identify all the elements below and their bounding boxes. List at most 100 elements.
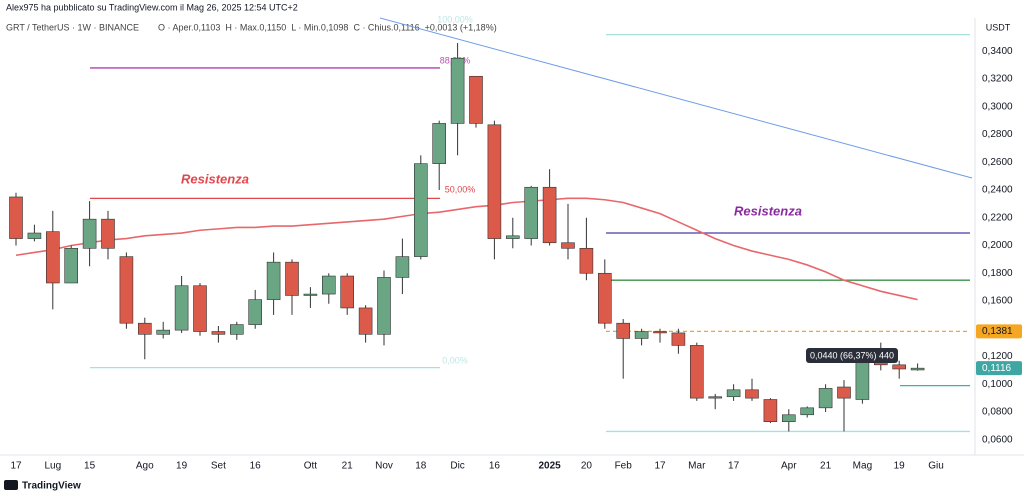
x-tick-label: 16	[250, 461, 262, 472]
candle-body	[82, 218, 97, 249]
x-tick-label: Apr	[781, 461, 797, 472]
candle-body	[837, 386, 851, 399]
x-tick-label: Mag	[853, 461, 872, 472]
candle-body	[413, 163, 428, 257]
candle-body	[745, 389, 759, 399]
y-tick-label: 0,3400	[982, 46, 1013, 57]
candle-body	[487, 124, 502, 239]
x-tick-label: Ago	[136, 461, 154, 472]
candle-body	[266, 261, 281, 300]
x-tick-label: 16	[489, 461, 501, 472]
candle-body	[174, 285, 189, 331]
x-tick-label: 17	[728, 461, 740, 472]
price-badge	[976, 361, 1022, 376]
y-tick-label: 0,2600	[982, 157, 1013, 168]
x-tick-label: Dic	[450, 461, 464, 472]
fib-label: 0,00%	[442, 355, 468, 365]
trend-line	[379, 17, 973, 179]
x-tick-label: Set	[211, 461, 226, 472]
annotation: Resistenza	[734, 203, 802, 218]
logo	[4, 480, 18, 490]
candle-body	[781, 414, 796, 423]
candle-body	[542, 186, 557, 244]
candle-body	[9, 196, 23, 239]
x-tick-label: Ott	[304, 461, 318, 472]
candle-body	[708, 396, 723, 399]
moving-average	[15, 197, 918, 301]
candle-body	[64, 247, 78, 284]
measure-box	[806, 348, 898, 363]
ohlc-legend: O · Aper.0,1103 H · Max.0,1150 L · Min.0…	[158, 22, 497, 32]
candle-body	[138, 322, 152, 335]
y-tick-label: 0,2200	[982, 212, 1013, 223]
candle-body	[505, 235, 520, 239]
candle-body	[855, 360, 870, 400]
x-tick-label: 21	[820, 461, 832, 472]
x-tick-label: 21	[342, 461, 354, 472]
x-tick-label: Lug	[44, 461, 61, 472]
x-tick-label: 17	[10, 461, 22, 472]
x-tick-label: Nov	[375, 461, 393, 472]
candle-body	[671, 332, 686, 346]
candle-body	[800, 407, 815, 416]
y-tick-label: 0,2800	[982, 129, 1013, 140]
price-label: 0,1381	[982, 326, 1013, 337]
y-tick-label: 0,1200	[982, 351, 1013, 362]
candle-body	[432, 123, 447, 164]
candle-body	[634, 331, 649, 339]
x-tick-label: 18	[415, 461, 427, 472]
candle-body	[892, 364, 907, 370]
candle-body	[726, 389, 741, 398]
y-axis-label: USDT	[986, 22, 1011, 32]
x-tick-label: 15	[84, 461, 96, 472]
candle-body	[763, 399, 778, 423]
candle-body	[653, 331, 667, 334]
candle-body	[616, 322, 631, 339]
candle-body	[377, 277, 391, 335]
fib-label: 50,00%	[445, 184, 476, 194]
candle-body	[119, 256, 134, 324]
candle-body	[395, 256, 410, 278]
fib-label: 100,00%	[437, 14, 473, 24]
x-tick-label: Giu	[928, 461, 944, 472]
annotation: Resistenza	[181, 171, 249, 186]
y-tick-label: 0,0800	[982, 407, 1013, 418]
candle-body	[45, 231, 60, 284]
footer: TradingView	[22, 481, 81, 492]
measure-label: 0,0440 (66,37%) 440	[810, 350, 894, 360]
candle-body	[156, 329, 170, 335]
candle-body	[910, 367, 925, 371]
candle-body	[561, 242, 575, 249]
y-tick-label: 0,2000	[982, 240, 1013, 251]
y-tick-label: 0,1000	[982, 379, 1013, 390]
x-tick-label: 20	[581, 461, 593, 472]
candle-body	[211, 331, 226, 335]
chart-title: GRT / TetherUS · 1W · BINANCE	[6, 22, 139, 32]
price-badge	[976, 324, 1022, 339]
x-tick-label: 19	[894, 461, 906, 472]
candle-body	[524, 186, 539, 239]
candle-body	[303, 293, 318, 296]
y-tick-label: 0,3000	[982, 101, 1013, 112]
y-tick-label: 0,3200	[982, 74, 1013, 85]
price-label: 0,1116	[982, 363, 1012, 374]
candle-body	[689, 345, 704, 399]
candle-body	[579, 247, 594, 274]
x-tick-label: 19	[176, 461, 188, 472]
candle-body	[469, 75, 483, 124]
y-tick-label: 0,0600	[982, 434, 1013, 445]
x-tick-label: 17	[654, 461, 666, 472]
x-tick-label: Mar	[688, 461, 706, 472]
candle-body	[27, 232, 42, 239]
candle-body	[230, 324, 244, 335]
x-tick-label: 2025	[538, 461, 561, 472]
candle-body	[597, 272, 612, 324]
candle-body	[248, 299, 262, 325]
y-tick-label: 0,1800	[982, 268, 1013, 279]
candle-body	[193, 285, 207, 332]
candle-body	[285, 261, 299, 296]
candle-body	[340, 275, 355, 309]
x-tick-label: Feb	[615, 461, 633, 472]
y-tick-label: 0,2400	[982, 185, 1013, 196]
